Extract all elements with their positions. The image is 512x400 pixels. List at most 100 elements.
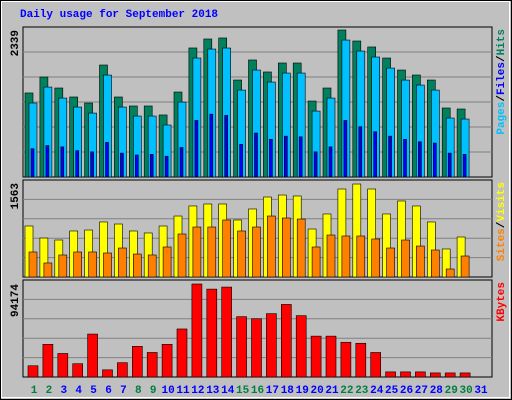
legend-entry: Sites [496,228,508,261]
bar [162,246,172,278]
bar [133,253,142,278]
bar [118,247,127,278]
bar [192,226,202,278]
legend: Pages/Files/Hits [496,29,508,135]
bar [370,352,382,378]
bar [254,132,258,178]
bar [416,245,425,278]
x-tick-label: 19 [296,385,309,397]
y-max-label: 1563 [10,183,22,210]
bar [269,138,273,178]
bar [191,283,203,378]
bar [207,226,217,278]
bar [161,343,173,378]
bar [343,120,348,178]
x-tick-label: 22 [340,385,353,397]
bar [179,147,184,178]
x-tick-label: 5 [90,385,97,397]
legend-entry: Files [496,62,508,95]
bar [102,369,113,378]
bar [429,372,441,378]
bar [221,286,232,378]
bar [401,239,410,278]
bar [103,252,112,278]
x-tick-label: 12 [191,385,204,397]
x-tick-label: 15 [236,385,250,397]
x-tick-label: 8 [135,385,142,397]
x-tick-label: 14 [221,385,235,397]
bar [57,353,69,378]
legend-entry: Visits [496,182,508,222]
bar [371,238,381,278]
bar [444,372,456,378]
bar [341,235,351,278]
bar [281,217,291,278]
x-tick-label: 11 [176,385,190,397]
legend-separator: / [496,95,508,102]
bar [280,304,292,378]
bar [358,126,363,178]
bar [340,341,352,378]
bar [73,251,82,278]
bar [146,352,158,378]
bar [325,335,337,378]
bar [418,141,422,178]
x-tick-label: 23 [355,385,369,397]
bar [147,254,157,278]
bar [117,362,128,378]
x-tick-label: 18 [281,385,295,397]
bar [43,262,53,278]
x-tick-label: 21 [325,385,339,397]
x-tick-label: 1 [31,385,38,397]
bar [447,152,452,178]
legend: KBytes [496,282,508,322]
bar [326,234,336,278]
x-tick-label: 31 [474,385,488,397]
x-tick-label: 7 [120,385,127,397]
bar [120,152,124,178]
bar [400,371,411,378]
bar [283,135,288,178]
x-tick-label: 20 [310,385,323,397]
bar [28,251,38,278]
bar [177,233,187,278]
bar [266,313,277,378]
bar [385,371,396,378]
legend-entry: KBytes [496,282,508,322]
x-tick-label: 17 [266,385,279,397]
bar [45,145,50,178]
x-tick-label: 6 [105,385,112,397]
bar [462,154,467,178]
bar [310,335,322,378]
bar [386,247,395,278]
bar [176,328,188,378]
bar [206,288,218,378]
x-tick-label: 9 [150,385,157,397]
bar [460,255,470,278]
bar [252,226,261,278]
bar [373,131,378,178]
bar [445,268,455,278]
x-tick-label: 13 [206,385,220,397]
legend-entry: Pages [496,102,508,135]
x-tick-label: 26 [400,385,413,397]
bar [239,144,243,178]
bar [403,138,407,178]
x-tick-label: 24 [370,385,384,397]
bar [313,151,318,178]
x-tick-label: 3 [60,385,67,397]
x-tick-label: 4 [75,385,82,397]
bar [72,363,83,378]
bar [27,365,39,378]
bar [60,146,65,178]
legend-separator: / [496,55,508,62]
bar [296,218,306,278]
bar [209,113,214,178]
chart-title: Daily usage for September 2018 [20,9,218,21]
bar [58,254,68,278]
bar [87,333,98,378]
bar [295,315,307,378]
bar [251,318,262,378]
bar [236,316,247,378]
